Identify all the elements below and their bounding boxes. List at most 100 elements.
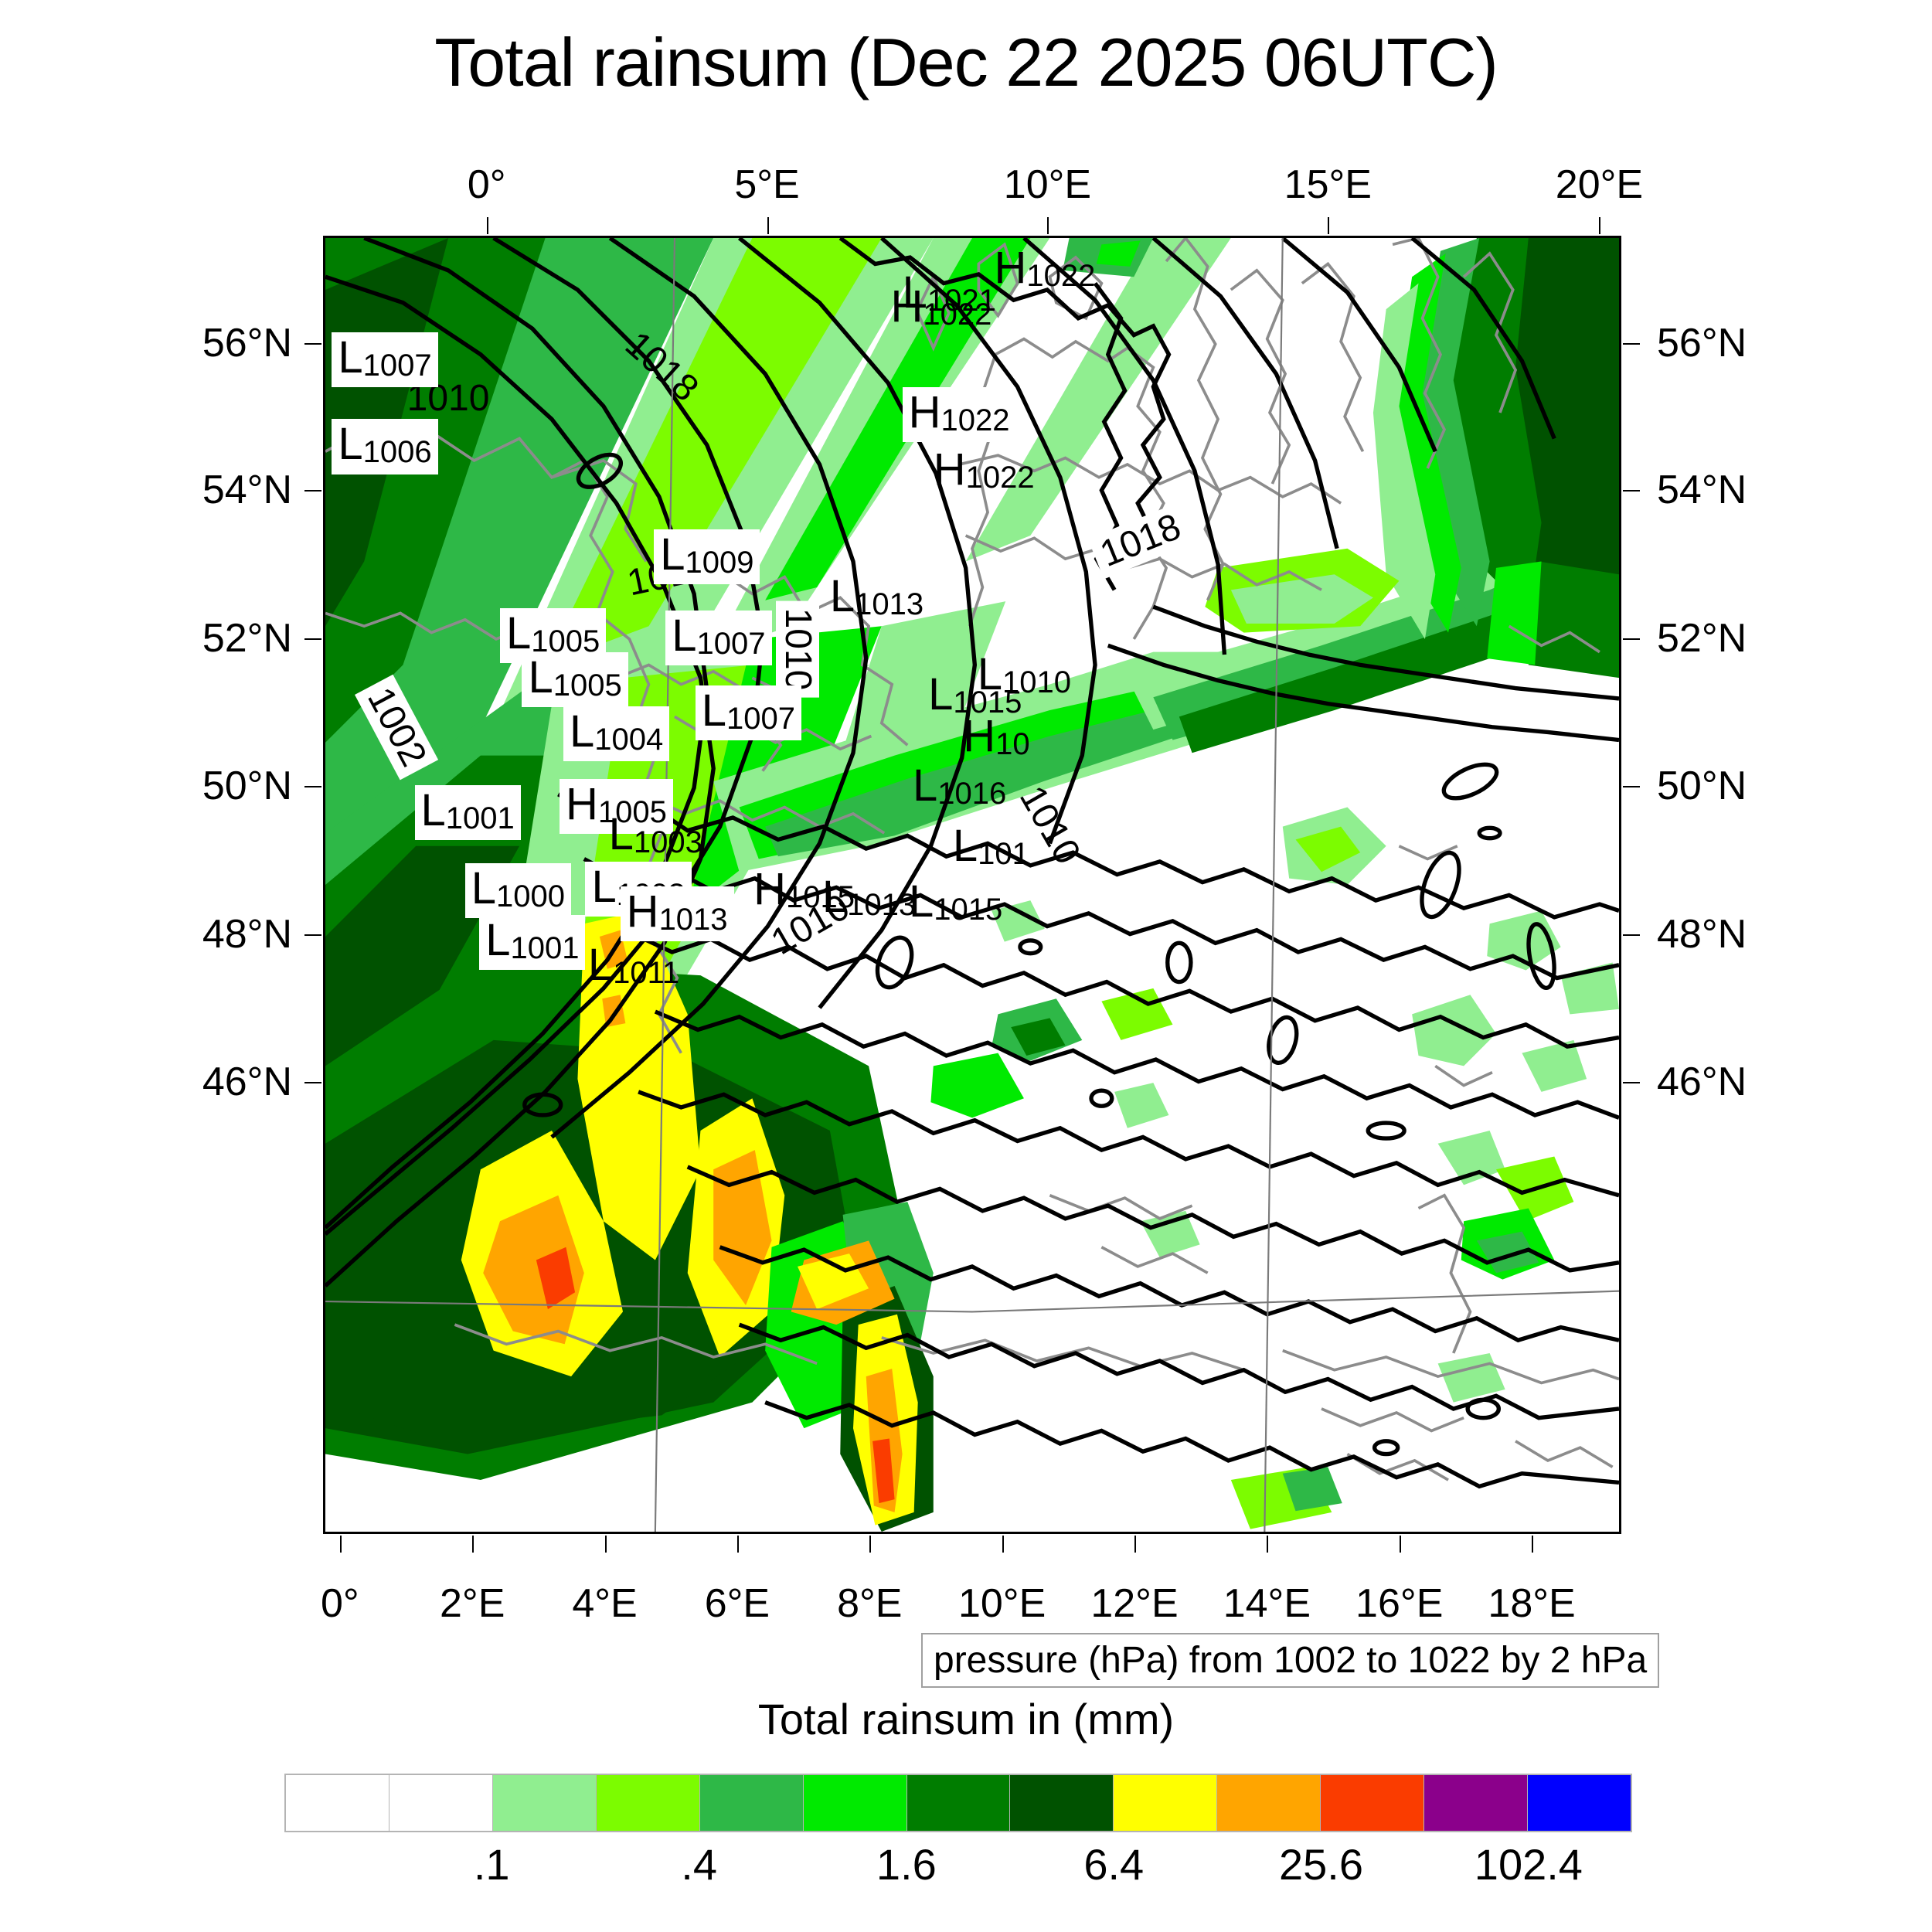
high-pressure-marker: H1022 — [902, 386, 1016, 442]
colorbar-tick-label-0: .1 — [473, 1840, 510, 1889]
colorbar-swatch-7[interactable] — [1010, 1775, 1114, 1831]
axis-label-right-1: 54°N — [1657, 468, 1747, 513]
axis-label-left-5: 46°N — [202, 1060, 292, 1105]
axis-tick-right — [1623, 343, 1640, 345]
high-pressure-marker: H1015 — [753, 866, 855, 914]
axis-tick-bottom — [339, 1536, 342, 1553]
pressure-value: 1013 — [658, 902, 728, 937]
page-title: Total rainsum (Dec 22 2025 06UTC) — [434, 24, 1498, 100]
pressure-type-letter: L — [908, 876, 934, 927]
pressure-legend: pressure (hPa) from 1002 to 1022 by 2 hP… — [921, 1633, 1660, 1688]
contour-label: 1010 — [776, 600, 819, 698]
high-pressure-marker: H1022 — [994, 246, 1096, 294]
low-pressure-marker: L1013 — [821, 871, 916, 922]
pressure-value: 1022 — [923, 298, 992, 332]
colorbar[interactable] — [284, 1774, 1632, 1832]
low-pressure-marker: L1021 — [903, 270, 996, 316]
low-pressure-marker: L1001 — [479, 914, 586, 970]
pressure-type-letter: L — [977, 648, 1002, 699]
colorbar-swatch-5[interactable] — [803, 1775, 907, 1831]
colorbar-tick-labels: .1 .4 1.6 6.4 25.6 102.4 — [284, 1839, 1632, 1893]
pressure-type-letter: H — [565, 778, 598, 829]
pressure-type-letter: H — [963, 711, 996, 762]
pressure-type-letter: L — [952, 821, 978, 872]
pressure-type-letter: L — [660, 529, 685, 580]
pressure-value: 1006 — [362, 435, 432, 470]
pressure-type-letter: L — [829, 571, 855, 622]
axis-tick-bottom — [736, 1536, 739, 1553]
pressure-type-letter: L — [902, 267, 927, 318]
axis-tick-bottom — [1002, 1536, 1004, 1553]
pressure-value: 1016 — [937, 776, 1007, 811]
colorbar-swatch-1[interactable] — [389, 1775, 493, 1831]
axis-tick-bottom — [604, 1536, 607, 1553]
colorbar-tick-label-2: 1.6 — [876, 1840, 937, 1889]
pressure-value: 1004 — [594, 723, 664, 757]
axis-label-top-0: 0° — [467, 162, 506, 207]
pressure-value: 1022 — [965, 461, 1035, 495]
high-pressure-marker: H1013 — [620, 886, 734, 941]
pressure-type-letter: L — [821, 871, 848, 922]
colorbar-tick-label-5: 102.4 — [1474, 1840, 1583, 1889]
colorbar-title: Total rainsum in (mm) — [757, 1695, 1175, 1743]
pressure-value: 1010 — [1002, 665, 1071, 699]
colorbar-swatch-11[interactable] — [1424, 1775, 1529, 1831]
colorbar-swatch-9[interactable] — [1217, 1775, 1321, 1831]
axis-tick-right — [1623, 638, 1640, 640]
pressure-value: 1007 — [726, 702, 795, 736]
axis-label-top-2: 10°E — [1003, 162, 1092, 207]
high-pressure-marker: H1005 — [559, 778, 673, 834]
axis-label-left-2: 52°N — [202, 615, 292, 661]
low-pressure-marker: L1007 — [665, 611, 772, 666]
low-pressure-marker: L1004 — [563, 706, 670, 762]
low-pressure-marker: L1009 — [654, 529, 760, 584]
axis-tick-top — [486, 217, 488, 234]
pressure-value: 10 — [995, 727, 1030, 762]
axis-tick-left — [304, 638, 321, 640]
low-pressure-marker: L101 — [952, 821, 1029, 872]
axis-label-bottom-2: 4°E — [572, 1581, 638, 1626]
pressure-type-letter: L — [672, 611, 697, 662]
colorbar-swatch-12[interactable] — [1528, 1775, 1631, 1831]
axis-tick-left — [304, 490, 321, 492]
colorbar-swatch-10[interactable] — [1321, 1775, 1425, 1831]
axis-label-bottom-8: 16°E — [1355, 1581, 1444, 1626]
pressure-type-letter: L — [338, 419, 363, 470]
colorbar-swatch-3[interactable] — [596, 1775, 700, 1831]
pressure-value: 1015 — [785, 879, 855, 914]
axis-label-right-0: 56°N — [1657, 321, 1747, 366]
low-pressure-marker: L1011 — [587, 940, 680, 991]
pressure-type-letter: L — [587, 940, 614, 991]
axis-label-bottom-0: 0° — [320, 1581, 359, 1626]
colorbar-swatch-6[interactable] — [906, 1775, 1011, 1831]
colorbar-tick-label-1: .4 — [681, 1840, 717, 1889]
pressure-value: 1022 — [1026, 259, 1096, 294]
low-pressure-marker: L1001 — [414, 785, 521, 841]
pressure-type-letter: L — [471, 862, 497, 913]
low-pressure-marker: L1007 — [332, 332, 438, 388]
axis-tick-bottom — [1399, 1536, 1401, 1553]
low-pressure-marker: L1016 — [913, 763, 1007, 811]
axis-tick-right — [1623, 934, 1640, 936]
pressure-value: 1000 — [496, 879, 566, 913]
axis-label-bottom-1: 2°E — [439, 1581, 505, 1626]
axis-label-right-5: 46°N — [1657, 1060, 1747, 1105]
low-pressure-marker: L1013 — [829, 571, 923, 622]
pressure-type-letter: L — [701, 685, 727, 736]
low-pressure-marker: L1005 — [522, 651, 628, 707]
high-pressure-marker: H1022 — [934, 447, 1035, 495]
map-panel[interactable]: 10181018101010101002101010101010 L1007L1… — [323, 236, 1621, 1534]
colorbar-tick-label-4: 25.6 — [1278, 1840, 1363, 1889]
pressure-value: 1009 — [685, 545, 754, 580]
pressure-value: 1011 — [613, 956, 680, 991]
axis-tick-top — [1328, 217, 1330, 234]
colorbar-swatch-2[interactable] — [492, 1775, 597, 1831]
pressure-value: 1022 — [940, 403, 1010, 437]
colorbar-swatch-4[interactable] — [699, 1775, 804, 1831]
pressure-type-letter: H — [890, 281, 923, 332]
pressure-type-letter: L — [420, 785, 446, 836]
pressure-type-letter: L — [928, 669, 954, 720]
axis-tick-right — [1623, 786, 1640, 788]
colorbar-swatch-0[interactable] — [286, 1775, 389, 1831]
colorbar-swatch-8[interactable] — [1114, 1775, 1218, 1831]
